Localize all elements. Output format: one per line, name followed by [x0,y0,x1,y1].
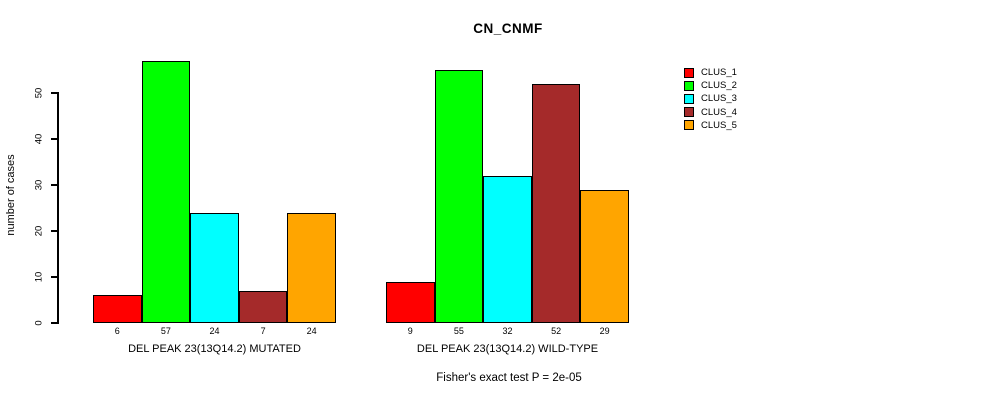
bar-clus_4-group1 [238,290,288,323]
y-tick-label: 20 [33,225,45,237]
bar-clus_5-group2 [580,189,629,323]
bar-value-label: 24 [306,326,317,336]
legend-item-clus_4: CLUS_4 [684,106,737,119]
bar-clus_5-group1 [287,212,336,323]
bar-value-label: 52 [551,326,562,336]
legend-swatch-icon [684,120,694,131]
bar-value-label: 9 [407,326,413,336]
y-tick-label: 10 [33,271,45,283]
fisher-test-caption: Fisher's exact test P = 2e-05 [436,372,582,384]
bar-clus_2-group2 [434,70,484,323]
legend: CLUS_1 CLUS_2 CLUS_3 CLUS_4 CLUS_5 [684,66,737,132]
y-tick-mark [51,230,58,232]
bar-clus_3-group2 [483,175,532,323]
legend-item-clus_2: CLUS_2 [684,79,737,92]
y-tick-mark [51,184,58,186]
bar-value-label: 6 [114,326,120,336]
legend-label: CLUS_3 [701,93,737,105]
y-tick-mark [51,276,58,278]
y-axis-line [57,92,59,324]
bar-clus_1-group1 [93,295,142,323]
legend-swatch-icon [684,80,694,91]
bar-value-label: 29 [599,326,610,336]
bar-value-label: 32 [502,326,513,336]
legend-swatch-icon [684,93,694,104]
legend-label: CLUS_2 [701,80,737,92]
y-axis-label: number of cases [5,154,17,236]
bar-clus_2-group1 [141,60,191,323]
y-tick-mark [51,138,58,140]
bar-value-label: 55 [453,326,464,336]
y-tick-label: 50 [33,87,45,99]
y-tick-mark [51,92,58,94]
legend-swatch-icon [684,107,694,118]
legend-item-clus_3: CLUS_3 [684,92,737,105]
chart-title: CN_CNMF [473,21,543,36]
legend-item-clus_1: CLUS_1 [684,66,737,79]
bar-value-label: 57 [160,326,171,336]
bar-value-label: 24 [209,326,220,336]
legend-swatch-icon [684,67,694,78]
bar-clus_4-group2 [531,83,581,323]
bar-clus_3-group1 [190,212,239,323]
legend-label: CLUS_4 [701,106,737,118]
legend-label: CLUS_5 [701,119,737,131]
bar-value-label: 7 [260,326,266,336]
bar-clus_1-group2 [386,281,435,323]
legend-label: CLUS_1 [701,67,737,79]
x-axis-label-mutated: DEL PEAK 23(13Q14.2) MUTATED [128,343,301,355]
y-tick-label: 40 [33,133,45,145]
y-tick-label: 0 [33,320,45,326]
legend-item-clus_5: CLUS_5 [684,119,737,132]
y-tick-mark [51,322,58,324]
y-tick-label: 30 [33,179,45,191]
x-axis-label-wildtype: DEL PEAK 23(13Q14.2) WILD-TYPE [416,343,599,355]
